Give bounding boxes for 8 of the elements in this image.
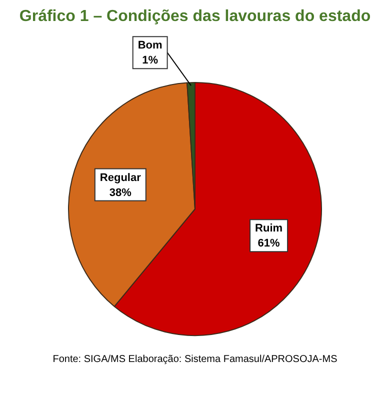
slice-label: Ruim bbox=[255, 222, 283, 235]
slice-label: Regular bbox=[100, 172, 142, 184]
data-label: 61% bbox=[258, 238, 280, 250]
source-note: Fonte: SIGA/MS Elaboração: Sistema Famasul/APROSOJA-MS bbox=[52, 354, 338, 365]
slice-label: Bom bbox=[138, 40, 163, 52]
data-label: 1% bbox=[142, 54, 158, 67]
chart-title: Gráfico 1 – Condições das lavouras do estado bbox=[18, 8, 372, 26]
data-label: 38% bbox=[109, 186, 132, 199]
